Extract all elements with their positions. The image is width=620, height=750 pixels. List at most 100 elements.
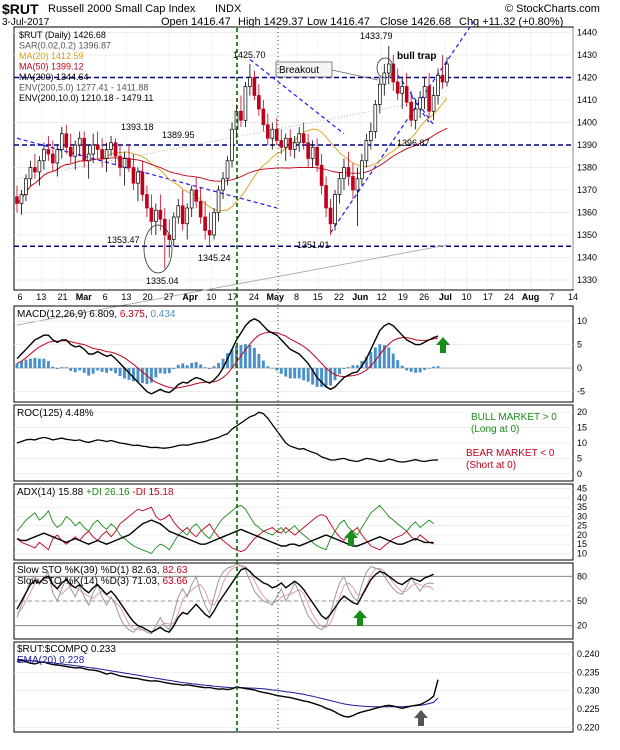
main-legend-item: MA(20) 1412.59 <box>19 51 84 61</box>
macd-histogram-bar <box>212 366 216 369</box>
macd-histogram-bar <box>320 368 324 387</box>
macd-histogram-bar <box>270 368 274 369</box>
candle-body <box>64 133 69 148</box>
date-tick-label: 7 <box>549 292 554 302</box>
macd-histogram-bar <box>391 353 395 369</box>
macd-histogram-bar <box>185 365 189 369</box>
candle-body <box>440 74 445 83</box>
candle-body <box>266 124 270 139</box>
macd-legend-hist: 0.434 <box>150 309 175 320</box>
date-tick-label: 6 <box>103 292 108 302</box>
high-label: High 1429.37 <box>238 16 304 28</box>
macd-histogram-bar <box>127 368 131 380</box>
macd-histogram-bar <box>279 368 283 374</box>
candle-body <box>185 207 190 225</box>
vertical-marker-lines <box>236 28 279 731</box>
candle-body <box>310 146 315 159</box>
ratio-panel-frame <box>13 641 574 733</box>
price-tick-label: 1440 <box>577 28 597 38</box>
candle-body <box>418 97 422 110</box>
candle-body <box>373 104 378 132</box>
downtrend-channel-mid <box>249 59 345 135</box>
date-tick-label: 17 <box>483 292 493 302</box>
candle-body <box>216 189 221 213</box>
macd-plot: 10 5 0 -5 <box>14 316 587 397</box>
panel-tick-label: 0.225 <box>577 704 600 714</box>
macd-histogram-bar <box>302 368 306 381</box>
macd-histogram-bar <box>311 368 315 385</box>
breakout-pointer <box>331 69 379 81</box>
candle-body <box>413 108 418 121</box>
macd-histogram-bar <box>176 364 180 369</box>
low-circle <box>143 224 173 274</box>
label-1433: 1433.79 <box>360 31 393 41</box>
breakout-label: Breakout <box>279 65 319 76</box>
ratio-ema-legend: EMA(20) 0.228 <box>17 655 85 666</box>
ratio-plot: 0.240 0.235 0.230 0.225 0.220 <box>14 649 600 732</box>
candle-body <box>252 77 257 96</box>
macd-histogram-bar <box>252 347 256 369</box>
candle-body <box>436 74 440 96</box>
sto14-d-line <box>16 565 434 633</box>
chart-header: $RUT Russell 2000 Small Cap Index INDX ©… <box>0 0 620 28</box>
macd-histogram-bar <box>136 368 140 383</box>
panel-tick-label: -5 <box>577 387 585 397</box>
price-tick-label: 1430 <box>577 50 597 60</box>
macd-histogram-bar <box>248 345 252 369</box>
date-tick-label: 10 <box>462 292 472 302</box>
main-legend-item: MA(200) 1344.64 <box>19 72 89 82</box>
candle-body <box>180 205 185 225</box>
candle-body <box>109 142 113 150</box>
panel-tick-label: 15 <box>577 423 587 433</box>
macd-histogram-bar <box>427 368 431 369</box>
roc-bear-sub: (Short at 0) <box>466 460 516 471</box>
candle-body <box>194 189 198 202</box>
adx-arrow-icon <box>344 530 358 546</box>
candle-body <box>77 137 82 146</box>
candle-body <box>59 133 64 150</box>
candle-body <box>364 140 369 162</box>
macd-histogram-bar <box>364 356 368 369</box>
macd-histogram-bar <box>114 368 117 374</box>
panel-tick-label: 5 <box>577 340 582 350</box>
panel-tick-label: 35 <box>577 502 587 512</box>
macd-histogram-bar <box>243 344 247 369</box>
macd-histogram-bar <box>217 362 221 369</box>
candle-body <box>225 160 230 180</box>
plus-di-line <box>16 504 434 555</box>
panel-tick-label: 45 <box>577 484 587 494</box>
price-tick-label: 1340 <box>577 253 597 263</box>
ratio-arrow-icon <box>414 710 428 726</box>
macd-histogram-bar <box>338 368 341 375</box>
date-tick-label: Apr <box>182 292 198 302</box>
downtrend-channel-upper <box>16 137 277 209</box>
panel-tick-label: 0 <box>577 363 582 373</box>
macd-histogram-bar <box>172 368 176 370</box>
date-tick-label: 17 <box>228 292 238 302</box>
macd-histogram-bar <box>347 367 350 369</box>
date-tick-label: 24 <box>504 292 514 302</box>
macd-histogram-bar <box>20 361 23 369</box>
candle-body <box>257 95 261 110</box>
date-tick-label: 15 <box>313 292 323 302</box>
candle-body <box>91 144 95 155</box>
macd-histogram-bar <box>436 366 440 369</box>
macd-histogram-bar <box>355 365 359 369</box>
candle-body <box>274 128 279 141</box>
candle-body <box>355 178 360 191</box>
price-tick-label: 1360 <box>577 208 597 218</box>
price-annotations: Breakout bull trap 1425.70 1433.79 1393.… <box>107 31 436 286</box>
macd-histogram-bar <box>369 351 373 369</box>
candle-body <box>95 144 100 150</box>
date-tick-label: 10 <box>206 292 216 302</box>
label-1345: 1345.24 <box>198 253 231 263</box>
date-tick-label: 14 <box>568 292 578 302</box>
macd-histogram-bar <box>194 361 198 369</box>
macd-histogram-bar <box>140 368 144 384</box>
panel-tick-label: 15 <box>577 539 587 549</box>
panel-tick-label: 30 <box>577 511 587 521</box>
candle-body <box>149 207 154 222</box>
candle-body <box>270 128 275 139</box>
label-1335: 1335.04 <box>146 276 179 286</box>
